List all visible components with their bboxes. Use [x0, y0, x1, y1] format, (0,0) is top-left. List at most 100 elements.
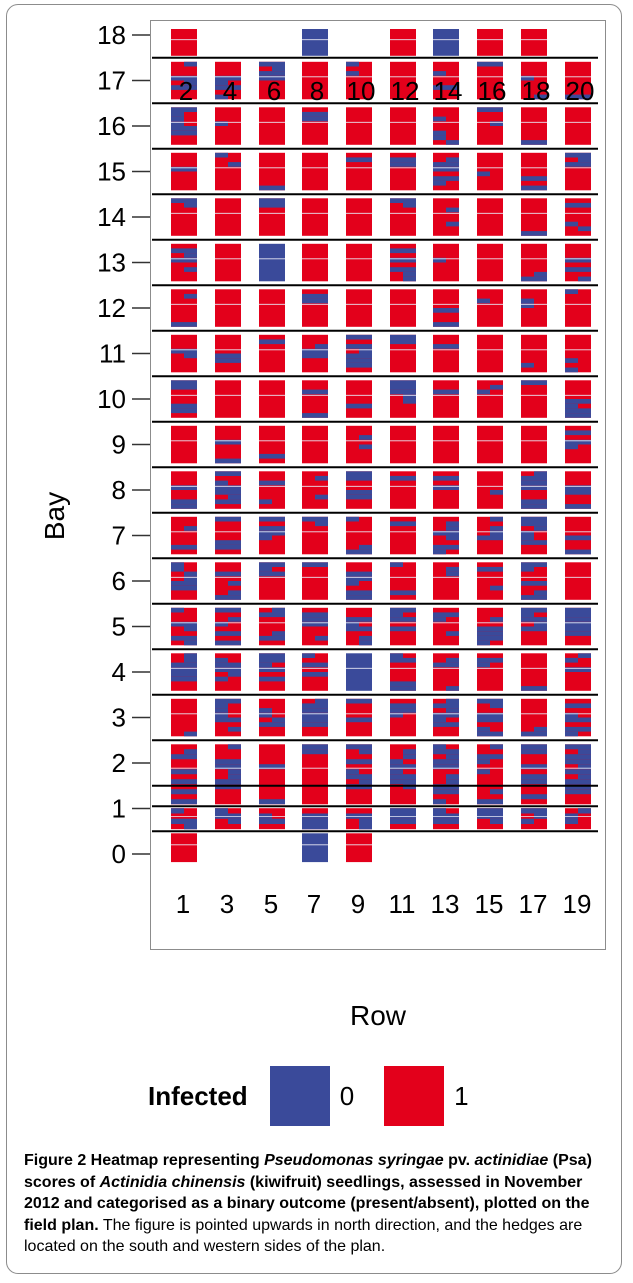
heat-patch-bay8-row11	[390, 475, 416, 481]
heat-patch-bay4-row19	[578, 653, 591, 658]
heat-patch-bay13-row1	[184, 253, 197, 258]
heat-patch-bay1-row13	[433, 808, 446, 814]
heat-patch-bay3-row19	[565, 731, 578, 737]
heat-patch-bay3-row7	[315, 698, 328, 704]
heat-patch-bay11-row1	[171, 348, 197, 354]
heat-patch-bay1-row19	[565, 813, 578, 819]
heat-patch-bay6-row15	[477, 566, 503, 572]
heat-patch-bay17-row13	[433, 85, 459, 90]
heat-patch-bay2-row13	[446, 774, 459, 780]
heat-patch-bay5-row7	[315, 635, 328, 641]
heat-patch-bay2-row11	[390, 764, 416, 770]
heat-patch-bay7-row15	[490, 516, 503, 522]
heat-patch-bay4-row5	[259, 676, 285, 682]
heat-patch-bay10-row19	[565, 408, 591, 414]
heat-patch-bay7-row1	[184, 526, 197, 531]
heat-patch-bay17-row17	[521, 75, 534, 81]
top-tick-label: 18	[522, 76, 551, 106]
heat-patch-bay5-row3	[215, 640, 241, 646]
heat-patch-bay13-row19	[565, 257, 591, 263]
heat-patch-bay7-row13	[433, 530, 459, 536]
heat-patch-bay16-row1	[171, 111, 184, 117]
heat-cell-bay18-row13	[433, 29, 459, 56]
heat-patch-bay17-row9	[346, 71, 359, 76]
top-tick-label: 2	[179, 76, 193, 106]
heat-patch-bay4-row5	[259, 653, 285, 658]
heat-patch-bay5-row5	[259, 612, 285, 618]
heat-patch-bay2-row15	[490, 789, 503, 795]
heat-patch-bay2-row11	[403, 754, 416, 760]
heat-patch-bay2-row1	[171, 779, 197, 785]
heat-patch-bay2-row19	[565, 769, 591, 775]
heat-patch-bay2-row17	[521, 779, 547, 785]
heat-patch-bay10-row9	[346, 403, 372, 409]
heat-cell-bay2-row5	[259, 744, 285, 805]
heat-patch-bay10-row1	[171, 384, 197, 390]
heat-patch-bay10-row13	[433, 389, 459, 395]
heat-patch-bay1-row11	[390, 808, 416, 814]
caption-bold-1: Figure 2 Heatmap representing	[24, 1152, 265, 1169]
heat-patch-bay2-row15	[477, 759, 490, 765]
heat-cell-bay6-row7	[302, 562, 328, 600]
heat-patch-bay3-row3	[215, 708, 228, 713]
heat-patch-bay1-row7	[302, 813, 328, 819]
heat-cell-bay14-row17	[521, 198, 547, 236]
heat-patch-bay14-row13	[446, 207, 459, 213]
heat-cell-bay18-row17	[521, 29, 547, 56]
heat-cell-bay11-row15	[477, 334, 503, 373]
heat-patch-bay14-row1	[184, 202, 197, 208]
heat-patch-bay8-row17	[521, 480, 547, 486]
heat-patch-bay2-row15	[490, 744, 503, 750]
heat-patch-bay8-row3	[215, 471, 241, 476]
heat-cell-bay13-row13	[433, 243, 459, 282]
heat-patch-bay1-row3	[215, 813, 241, 819]
heat-patch-bay11-row17	[521, 362, 534, 368]
heat-patch-bay3-row3	[215, 698, 241, 704]
heat-patch-bay5-row1	[171, 607, 184, 613]
heat-patch-bay14-row5	[259, 202, 285, 208]
heat-patch-bay6-row5	[259, 566, 272, 572]
heat-patch-bay11-row9	[346, 353, 372, 359]
heat-patch-bay8-row19	[565, 504, 591, 509]
bottom-tick-label: 11	[389, 889, 416, 919]
figure-caption: Figure 2 Heatmap representing Pseudomona…	[24, 1150, 614, 1258]
heat-patch-bay14-row11	[390, 198, 416, 203]
heat-cell-bay11-row19	[565, 334, 591, 373]
heat-patch-bay15-row3	[228, 162, 241, 167]
heat-patch-bay7-row13	[446, 526, 459, 531]
heat-patch-bay4-row11	[390, 686, 416, 691]
heat-patch-bay1-row11	[390, 818, 416, 824]
heat-cell-bay9-row17	[521, 425, 547, 464]
heat-patch-bay2-row13	[433, 744, 446, 750]
heat-patch-bay11-row5	[259, 339, 285, 345]
heat-patch-bay16-row3	[215, 121, 228, 126]
heat-patch-bay6-row5	[259, 571, 285, 577]
heat-patch-bay3-row9	[346, 698, 372, 704]
heat-patch-bay13-row11	[390, 248, 416, 254]
heat-patch-bay6-row17	[521, 562, 547, 567]
heat-patch-bay4-row13	[433, 662, 459, 668]
heat-patch-bay2-row11	[390, 759, 403, 765]
heat-patch-bay8-row19	[565, 485, 591, 490]
heat-patch-bay6-row9	[346, 576, 372, 581]
heat-patch-bay6-row3	[228, 581, 241, 586]
heat-cell-bay14-row7	[302, 198, 328, 236]
heat-patch-bay7-row17	[534, 526, 547, 531]
heat-patch-bay6-row17	[534, 590, 547, 596]
heat-patch-bay5-row19	[565, 631, 591, 636]
heat-patch-bay2-row19	[565, 744, 591, 750]
heat-patch-bay1-row3	[215, 808, 228, 814]
heat-patch-bay2-row3	[228, 769, 241, 775]
heat-patch-bay7-row9	[346, 516, 359, 522]
caption-species-3: Actinidia chinensis	[99, 1173, 246, 1191]
heat-patch-bay6-row5	[259, 562, 285, 567]
top-tick-label: 12	[391, 76, 420, 106]
heat-patch-bay5-row19	[565, 607, 591, 613]
heat-patch-bay1-row1	[171, 808, 184, 814]
bottom-tick-label: 3	[220, 889, 234, 919]
heat-patch-bay9-row19	[565, 439, 591, 445]
heat-patch-bay5-row15	[477, 626, 503, 632]
x-axis-label: Row	[349, 1000, 406, 1031]
heat-patch-bay2-row3	[215, 779, 241, 785]
heat-patch-bay14-row17	[521, 231, 547, 236]
